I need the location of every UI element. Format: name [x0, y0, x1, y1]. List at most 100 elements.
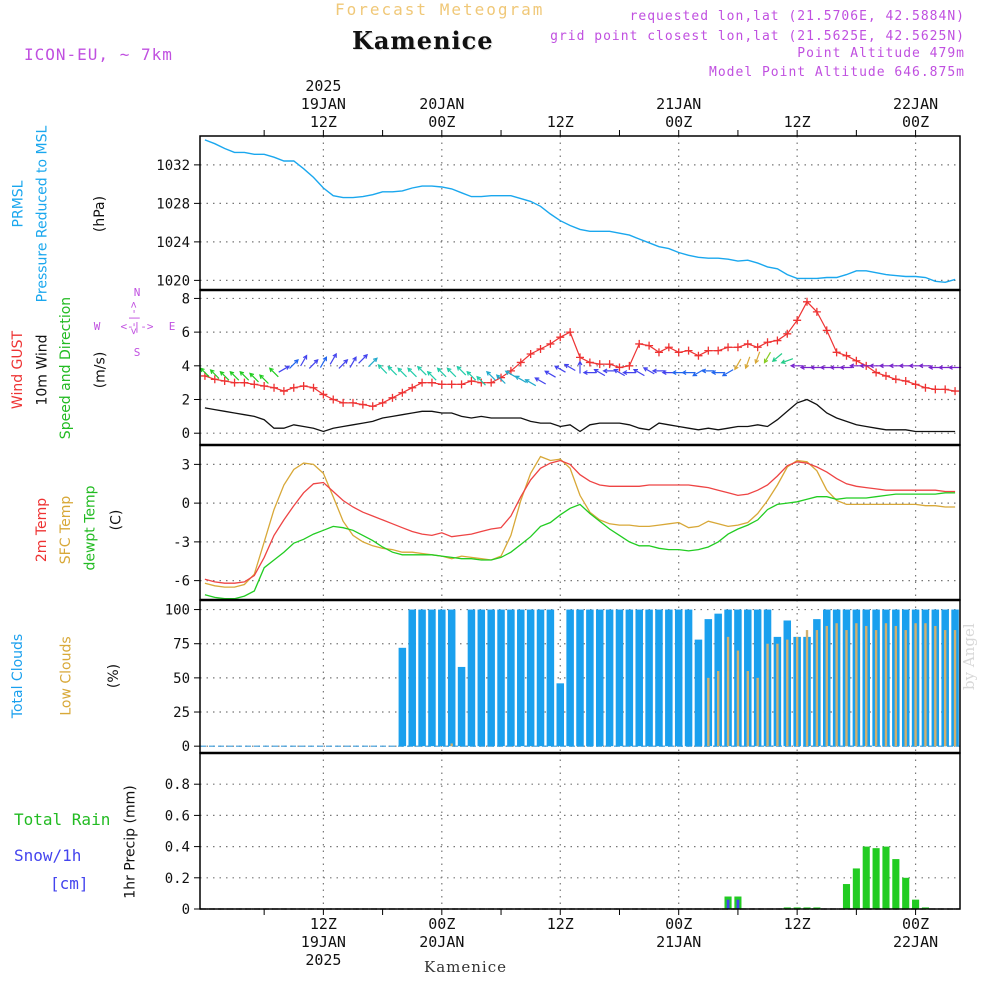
model-name: ICON-EU, ~ 7km [24, 45, 173, 64]
low-cloud-bar [835, 623, 838, 747]
footer-location: Kamenice [424, 958, 507, 976]
location-name: Kamenice [352, 26, 494, 55]
gust-marker [793, 316, 802, 325]
y-tick-label: 2 [182, 393, 190, 409]
watermark: by Angel [960, 623, 978, 690]
wind-arrow [544, 370, 556, 378]
gust-marker [418, 378, 427, 387]
wind-arrow [710, 370, 725, 376]
wind-arrow [476, 375, 486, 386]
wind-speed-line [204, 398, 956, 433]
y-tick-label: 4 [182, 359, 190, 375]
wind-arrow [504, 370, 517, 378]
y-tick-label: 0.8 [165, 777, 190, 793]
gust-marker [358, 400, 367, 409]
low-cloud-bar [914, 623, 917, 747]
wind-arrow [466, 370, 477, 381]
gust-marker [654, 348, 663, 357]
gust-marker [447, 380, 456, 389]
wind-arrow [268, 367, 279, 378]
total-cloud-bar [457, 666, 466, 747]
low-cloud-bar [845, 630, 848, 747]
gust-marker [585, 358, 594, 367]
wind-arrow [651, 368, 665, 374]
rain-bar [912, 899, 920, 909]
total-cloud-bar [586, 609, 594, 747]
wind-arrow [763, 351, 772, 364]
gust-marker [556, 333, 565, 342]
dewpt-line [204, 492, 956, 600]
gust-marker [931, 385, 940, 394]
wind-arrow [308, 359, 319, 369]
gust-marker [270, 383, 279, 392]
x-label-bottom: 12Z [784, 915, 811, 933]
gust-marker [536, 344, 545, 353]
x-label-bottom: 22JAN [893, 933, 938, 951]
gust-marker [724, 343, 733, 352]
y-tick-label: 0 [182, 496, 190, 512]
point-altitude: Point Altitude 479m [797, 46, 965, 61]
wind-arrow [368, 357, 378, 368]
low-cloud-bar [716, 671, 720, 747]
gust-marker [743, 339, 752, 348]
wind-arrow [416, 365, 427, 376]
grid-point-coords: grid point closest lon,lat (21.5625E, 42… [550, 29, 965, 44]
gust-marker [694, 351, 703, 360]
wind-arrow [436, 367, 447, 378]
total-cloud-bar [428, 609, 436, 747]
gust-marker [674, 348, 683, 357]
y-tick-label: 1028 [156, 196, 190, 212]
total-cloud-bar [467, 609, 476, 747]
gust-marker [891, 375, 900, 384]
low-cloud-bar [953, 630, 957, 747]
gust-marker [388, 393, 397, 402]
low-cloud-bar [825, 625, 828, 747]
rain-bar [872, 848, 880, 909]
gust-marker [763, 338, 772, 347]
y-tick-label: 50 [173, 671, 190, 687]
rain-label: Total Rain [14, 810, 111, 829]
snow-label: Snow/1h [14, 846, 82, 865]
rain-bar [813, 907, 821, 909]
low-cloud-bar [726, 636, 730, 747]
rain-bar [921, 907, 930, 909]
gust-marker [477, 378, 486, 387]
low-cloud-bar [934, 625, 937, 747]
compass-n: N [134, 286, 141, 299]
gust-marker [941, 385, 950, 394]
panel-frame [199, 444, 961, 601]
gust-marker [240, 378, 249, 387]
x-label-bottom: 00Z [665, 915, 692, 933]
gust-marker [368, 402, 377, 411]
x-label-bottom: 2025 [305, 951, 341, 969]
wind-arrow [563, 363, 576, 372]
low-cloud-bar [855, 623, 858, 747]
wind-arrow [387, 365, 398, 376]
y-tick-label: 100 [165, 603, 190, 619]
low-cloud-bar [894, 625, 898, 747]
gust-marker [872, 368, 881, 377]
wind-arrow [744, 356, 751, 370]
x-label-top: 00Z [665, 113, 692, 131]
requested-coords: requested lon,lat (21.5706E, 42.5884N) [629, 9, 965, 24]
total-cloud-bar [566, 609, 574, 747]
wind-arrow [577, 360, 583, 374]
y-tick-label: 1024 [156, 235, 190, 251]
rain-bar [862, 846, 870, 909]
wind-arrow [426, 370, 437, 381]
total-cloud-bar [447, 609, 456, 747]
low-cloud-bar [805, 630, 809, 747]
wind-arrow [485, 370, 496, 381]
low-cloud-bar [904, 630, 907, 747]
wind-arrow [239, 370, 250, 381]
wind-arrow [632, 369, 645, 377]
low-cloud-bar [746, 671, 749, 747]
gust-marker [625, 361, 634, 370]
y-tick-label: 1032 [156, 158, 190, 174]
wind-arrow [642, 367, 655, 375]
gust-marker [803, 297, 812, 306]
gust-marker [516, 358, 525, 367]
wind-arrow [319, 356, 328, 368]
wind-arrow [534, 377, 546, 385]
wind-arrow [681, 370, 695, 376]
